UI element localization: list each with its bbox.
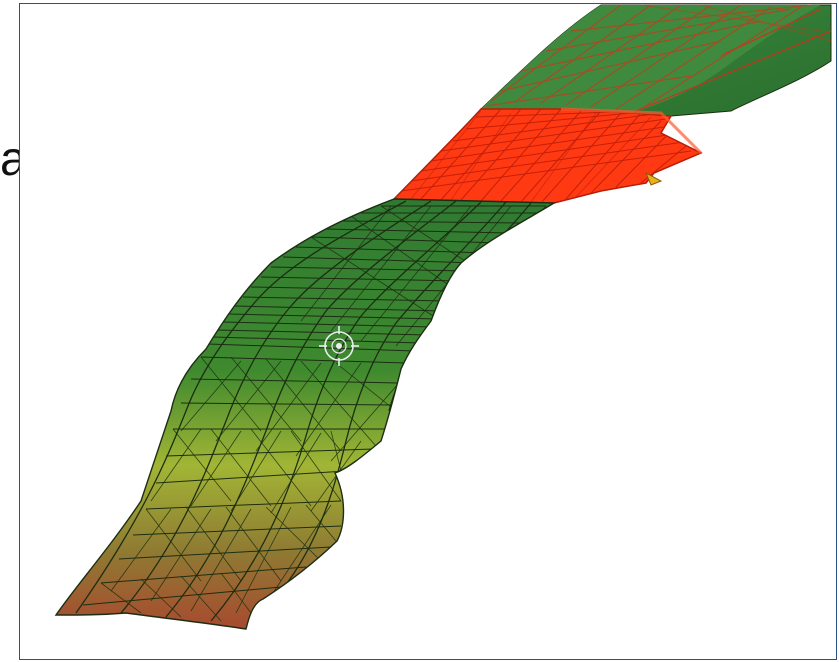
vertex-marker <box>645 171 663 186</box>
3d-mesh-viewport[interactable] <box>20 4 837 660</box>
mesh-top-edges <box>485 4 832 110</box>
mesh-body-edges <box>75 200 547 622</box>
selected-mesh-edges <box>400 109 692 203</box>
mesh-body <box>54 198 557 630</box>
target-crosshair-icon <box>319 326 359 366</box>
viewport-frame[interactable] <box>19 3 837 660</box>
